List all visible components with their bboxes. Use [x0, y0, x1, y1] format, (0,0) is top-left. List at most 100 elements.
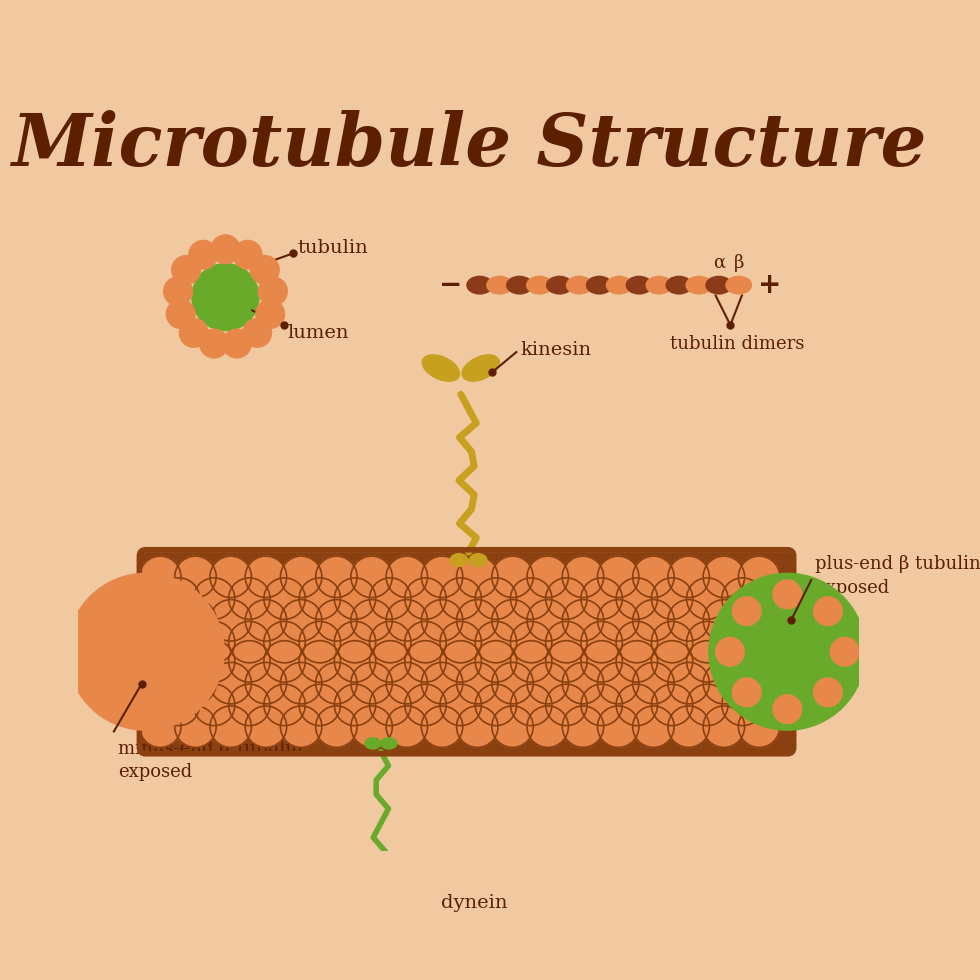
- Circle shape: [475, 641, 516, 682]
- Circle shape: [222, 329, 251, 358]
- Circle shape: [652, 621, 693, 662]
- Circle shape: [687, 578, 728, 619]
- Circle shape: [598, 662, 639, 704]
- Circle shape: [492, 706, 533, 748]
- Circle shape: [511, 578, 552, 619]
- Circle shape: [598, 600, 639, 641]
- Circle shape: [421, 662, 463, 704]
- Circle shape: [158, 578, 200, 619]
- Circle shape: [280, 600, 321, 641]
- Circle shape: [211, 235, 240, 264]
- Circle shape: [652, 684, 693, 725]
- Ellipse shape: [646, 276, 671, 294]
- Circle shape: [704, 662, 745, 704]
- Ellipse shape: [706, 276, 731, 294]
- Circle shape: [259, 277, 287, 306]
- Ellipse shape: [626, 276, 652, 294]
- Circle shape: [245, 600, 287, 641]
- Circle shape: [563, 706, 604, 748]
- Ellipse shape: [487, 276, 513, 294]
- Ellipse shape: [566, 276, 592, 294]
- Circle shape: [174, 706, 217, 748]
- Circle shape: [616, 684, 658, 725]
- Circle shape: [233, 240, 262, 270]
- Circle shape: [687, 684, 728, 725]
- Circle shape: [251, 256, 279, 284]
- Ellipse shape: [469, 554, 487, 566]
- Circle shape: [245, 706, 287, 748]
- Circle shape: [704, 556, 745, 598]
- Circle shape: [715, 637, 744, 666]
- Circle shape: [687, 641, 728, 682]
- Circle shape: [210, 556, 252, 598]
- Circle shape: [527, 706, 568, 748]
- Text: plus-end β tubulin
exposed: plus-end β tubulin exposed: [815, 556, 980, 597]
- Circle shape: [633, 600, 674, 641]
- Circle shape: [440, 621, 481, 662]
- Ellipse shape: [507, 276, 532, 294]
- Ellipse shape: [462, 355, 500, 381]
- Circle shape: [668, 662, 710, 704]
- Circle shape: [210, 706, 252, 748]
- Circle shape: [122, 641, 165, 682]
- Circle shape: [732, 678, 761, 707]
- Circle shape: [351, 556, 392, 598]
- Circle shape: [228, 684, 270, 725]
- Ellipse shape: [381, 738, 397, 749]
- Circle shape: [245, 662, 287, 704]
- Circle shape: [704, 600, 745, 641]
- Circle shape: [210, 662, 252, 704]
- Circle shape: [527, 556, 568, 598]
- Circle shape: [738, 556, 780, 598]
- Circle shape: [704, 706, 745, 748]
- Ellipse shape: [450, 554, 467, 566]
- Circle shape: [386, 662, 427, 704]
- Circle shape: [174, 662, 217, 704]
- Circle shape: [440, 641, 481, 682]
- Circle shape: [68, 573, 224, 730]
- Circle shape: [813, 678, 842, 707]
- Circle shape: [813, 597, 842, 625]
- Circle shape: [334, 578, 375, 619]
- Circle shape: [687, 621, 728, 662]
- Circle shape: [738, 706, 780, 748]
- Ellipse shape: [726, 276, 752, 294]
- Circle shape: [598, 706, 639, 748]
- Ellipse shape: [422, 355, 460, 381]
- Circle shape: [158, 621, 200, 662]
- Circle shape: [158, 641, 200, 682]
- Circle shape: [722, 578, 763, 619]
- Circle shape: [616, 621, 658, 662]
- Circle shape: [193, 684, 235, 725]
- Ellipse shape: [586, 276, 612, 294]
- Circle shape: [457, 662, 498, 704]
- Circle shape: [563, 600, 604, 641]
- Circle shape: [757, 684, 799, 725]
- Ellipse shape: [526, 276, 552, 294]
- Circle shape: [830, 637, 859, 666]
- Circle shape: [174, 556, 217, 598]
- Circle shape: [280, 662, 321, 704]
- Circle shape: [200, 329, 228, 358]
- Circle shape: [440, 578, 481, 619]
- Circle shape: [193, 641, 235, 682]
- Circle shape: [189, 240, 218, 270]
- Circle shape: [511, 684, 552, 725]
- Circle shape: [652, 641, 693, 682]
- Circle shape: [581, 641, 622, 682]
- Circle shape: [351, 706, 392, 748]
- Text: minus-end α tubulin
exposed: minus-end α tubulin exposed: [118, 740, 303, 781]
- Text: Microtubule Structure: Microtubule Structure: [11, 110, 926, 181]
- Circle shape: [546, 621, 587, 662]
- Circle shape: [546, 641, 587, 682]
- Circle shape: [709, 573, 865, 730]
- Circle shape: [773, 695, 802, 723]
- Circle shape: [334, 621, 375, 662]
- Circle shape: [210, 600, 252, 641]
- Circle shape: [527, 662, 568, 704]
- Circle shape: [334, 684, 375, 725]
- Circle shape: [722, 621, 763, 662]
- Circle shape: [421, 706, 463, 748]
- Text: tubulin: tubulin: [297, 239, 368, 257]
- Circle shape: [299, 621, 340, 662]
